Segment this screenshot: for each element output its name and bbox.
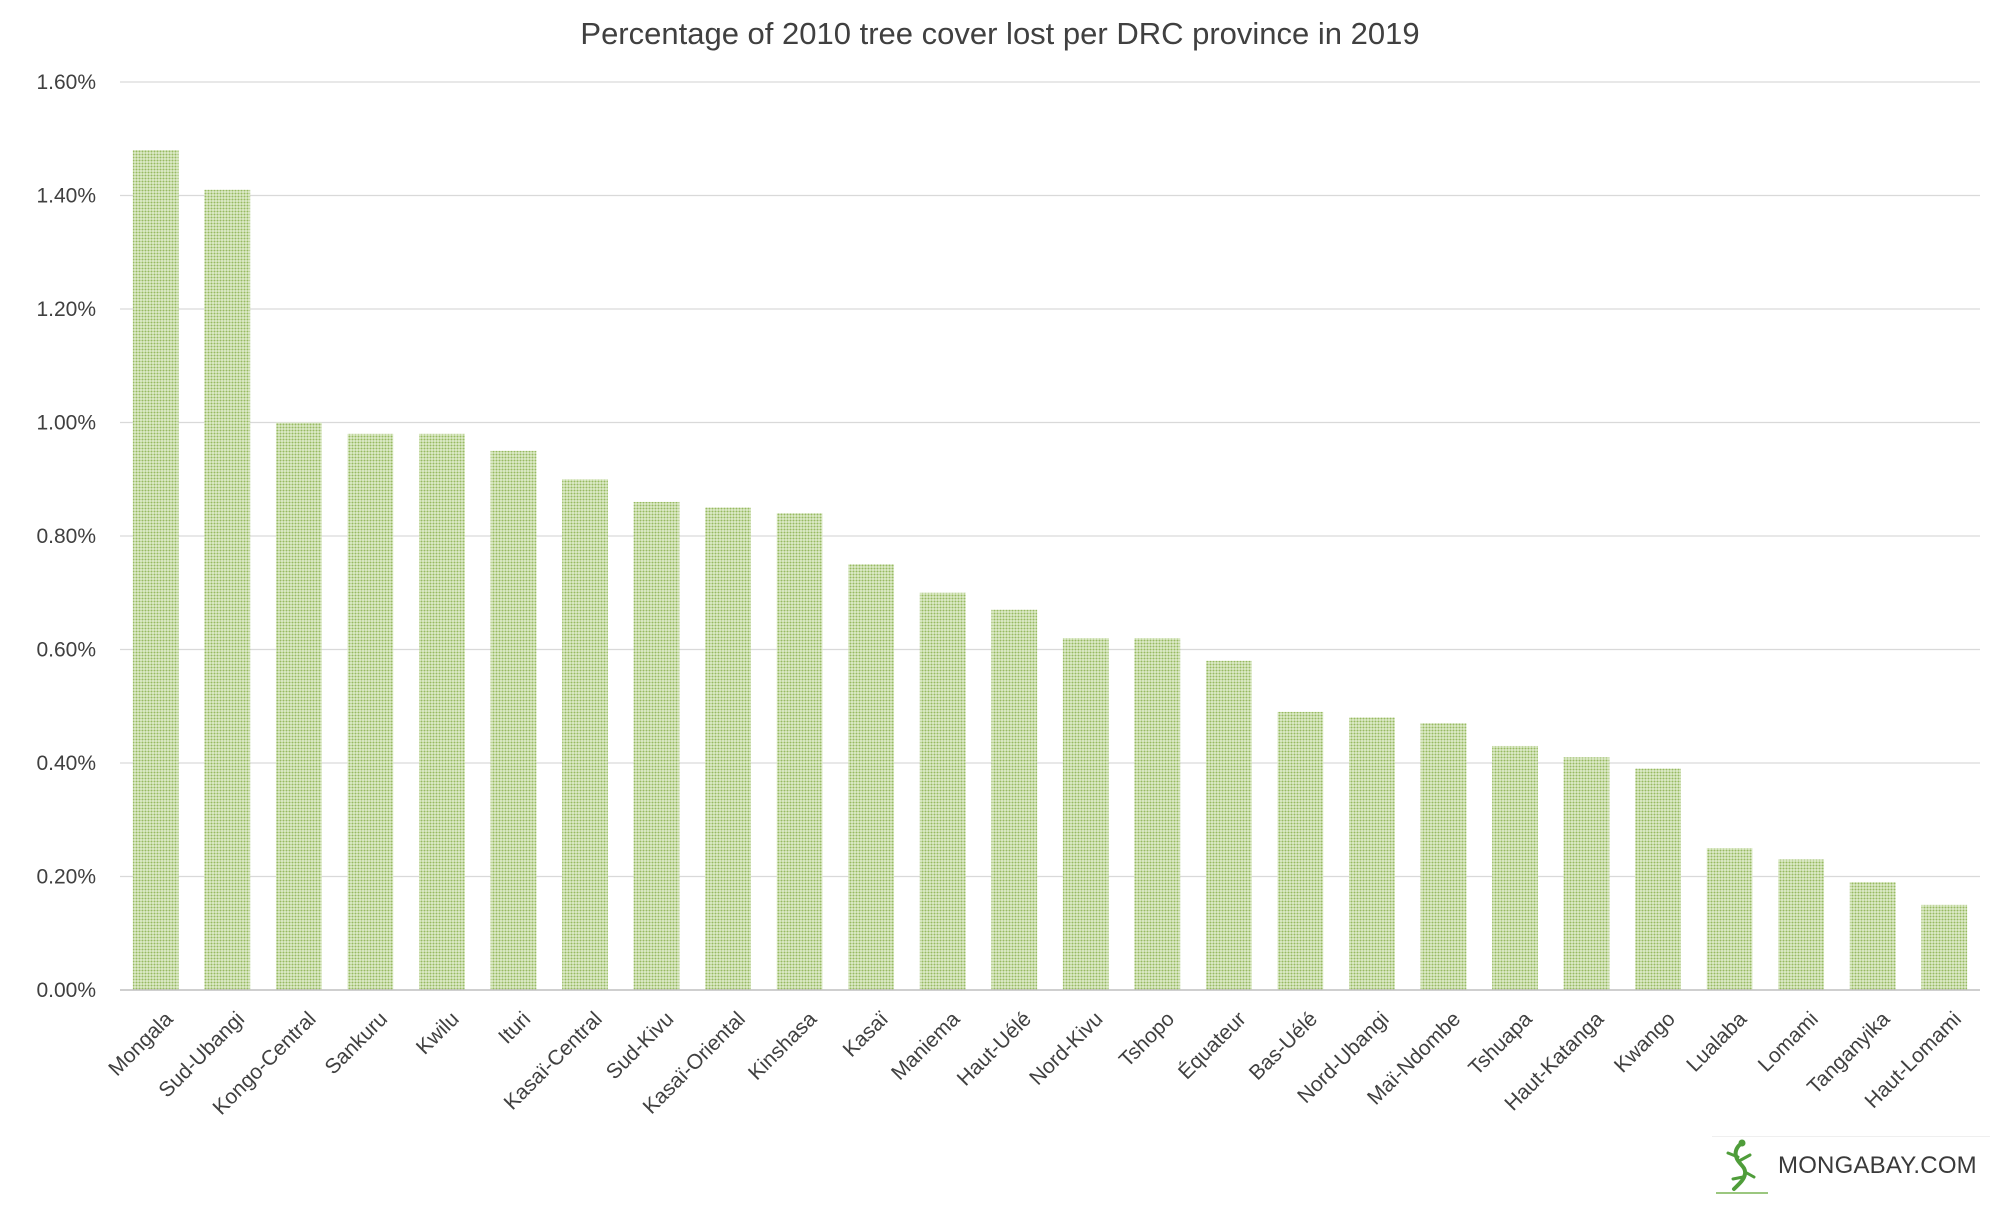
bar xyxy=(919,592,966,990)
x-category-label: Équateur xyxy=(1174,1007,1251,1084)
y-tick-label: 0.60% xyxy=(36,639,96,662)
x-category-label: Haut-Uélé xyxy=(953,1007,1036,1090)
bars xyxy=(132,150,1968,991)
y-tick-label: 0.40% xyxy=(36,752,96,775)
bar xyxy=(705,507,751,990)
x-category-label: Kinshasa xyxy=(744,1007,822,1085)
bar xyxy=(1635,768,1681,990)
bar xyxy=(1778,859,1825,990)
bar xyxy=(490,450,537,990)
bar xyxy=(1492,745,1538,990)
y-tick-label: 0.20% xyxy=(36,866,96,889)
y-tick-label: 0.00% xyxy=(36,979,96,1002)
bar xyxy=(633,501,680,990)
bar xyxy=(1849,882,1896,990)
bar xyxy=(347,433,394,991)
bar xyxy=(848,564,895,990)
bar xyxy=(1706,848,1753,990)
y-tick-label: 0.80% xyxy=(36,525,96,548)
bar xyxy=(1062,638,1109,990)
bar xyxy=(1921,904,1968,990)
bar xyxy=(275,422,322,990)
bar xyxy=(1563,757,1610,990)
y-tick-label: 1.00% xyxy=(36,412,96,435)
bar xyxy=(1205,660,1252,990)
x-category-label: Kasaï xyxy=(839,1007,893,1061)
x-category-label: Tshopo xyxy=(1115,1007,1179,1071)
bar xyxy=(204,189,251,990)
chart-title: Percentage of 2010 tree cover lost per D… xyxy=(580,16,1419,51)
bar xyxy=(419,433,465,991)
bar xyxy=(1277,711,1324,990)
bar xyxy=(991,609,1038,990)
x-category-label: Lomami xyxy=(1754,1007,1823,1076)
x-category-label: Mongala xyxy=(104,1007,177,1080)
bar xyxy=(1420,723,1467,990)
x-category-label: Sankuru xyxy=(321,1007,393,1079)
gridlines xyxy=(120,81,1980,878)
y-tick-label: 1.60% xyxy=(36,71,96,94)
x-category-label: Tshuapa xyxy=(1464,1007,1537,1080)
x-category-label: Kwilu xyxy=(412,1007,464,1059)
watermark-text: MONGABAY.COM xyxy=(1778,1152,1977,1179)
bar xyxy=(132,150,179,991)
y-axis-tick-labels: 0.00% 0.20% 0.40% 0.60% 0.80% 1.00% 1.20% 1.40%… xyxy=(36,71,96,1002)
bar xyxy=(1349,717,1395,990)
x-category-label: Ituri xyxy=(494,1007,535,1048)
x-category-label: Nord-Kivu xyxy=(1025,1007,1107,1089)
y-tick-label: 1.20% xyxy=(36,298,96,321)
mongabay-watermark: MONGABAY.COM xyxy=(1712,1136,1990,1195)
x-category-label: Lualaba xyxy=(1682,1007,1751,1076)
x-category-label: Kwango xyxy=(1610,1007,1680,1077)
bar xyxy=(1134,638,1181,990)
bar xyxy=(562,479,608,990)
bar xyxy=(776,513,823,990)
lizard-logo-icon xyxy=(1716,1139,1768,1194)
x-category-label: Sud-Kivu xyxy=(602,1007,679,1084)
y-tick-label: 1.40% xyxy=(36,185,96,208)
